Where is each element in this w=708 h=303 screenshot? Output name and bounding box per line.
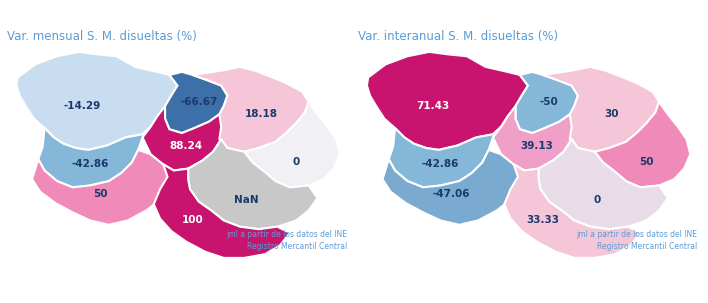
Polygon shape — [539, 139, 668, 229]
Polygon shape — [493, 106, 574, 171]
Polygon shape — [543, 67, 659, 152]
Text: 100: 100 — [182, 215, 203, 225]
Text: jml a partir de los datos del INE
Registro Mercantil Central: jml a partir de los datos del INE Regist… — [226, 230, 347, 251]
Polygon shape — [244, 102, 340, 187]
Text: -42.86: -42.86 — [72, 159, 109, 169]
Text: 30: 30 — [605, 109, 619, 119]
Text: 50: 50 — [639, 157, 654, 167]
Polygon shape — [16, 52, 178, 150]
Text: 0: 0 — [292, 157, 299, 167]
Text: 0: 0 — [593, 195, 600, 205]
Polygon shape — [389, 127, 501, 187]
Text: 39.13: 39.13 — [520, 141, 553, 151]
Text: -42.86: -42.86 — [422, 159, 459, 169]
Text: -66.67: -66.67 — [180, 97, 217, 107]
Text: NaN: NaN — [234, 195, 258, 205]
Polygon shape — [38, 127, 151, 187]
Polygon shape — [154, 164, 290, 258]
Polygon shape — [504, 164, 640, 258]
Text: Var. interanual S. M. disueltas (%): Var. interanual S. M. disueltas (%) — [358, 30, 558, 43]
Text: -50: -50 — [539, 97, 559, 107]
Text: jml a partir de los datos del INE
Registro Mercantil Central: jml a partir de los datos del INE Regist… — [576, 230, 697, 251]
Text: 33.33: 33.33 — [527, 215, 559, 225]
Polygon shape — [188, 139, 317, 229]
Text: 50: 50 — [93, 188, 108, 198]
Polygon shape — [382, 150, 522, 225]
Text: 71.43: 71.43 — [416, 101, 449, 111]
Polygon shape — [367, 52, 528, 150]
Polygon shape — [142, 106, 224, 171]
Polygon shape — [595, 102, 690, 187]
Text: -47.06: -47.06 — [433, 188, 470, 198]
Text: 88.24: 88.24 — [170, 141, 202, 151]
Polygon shape — [165, 72, 227, 133]
Text: 18.18: 18.18 — [245, 109, 278, 119]
Polygon shape — [32, 150, 171, 225]
Polygon shape — [193, 67, 309, 152]
Polygon shape — [515, 72, 578, 133]
Text: -14.29: -14.29 — [64, 101, 101, 111]
Text: Var. mensual S. M. disueltas (%): Var. mensual S. M. disueltas (%) — [7, 30, 197, 43]
